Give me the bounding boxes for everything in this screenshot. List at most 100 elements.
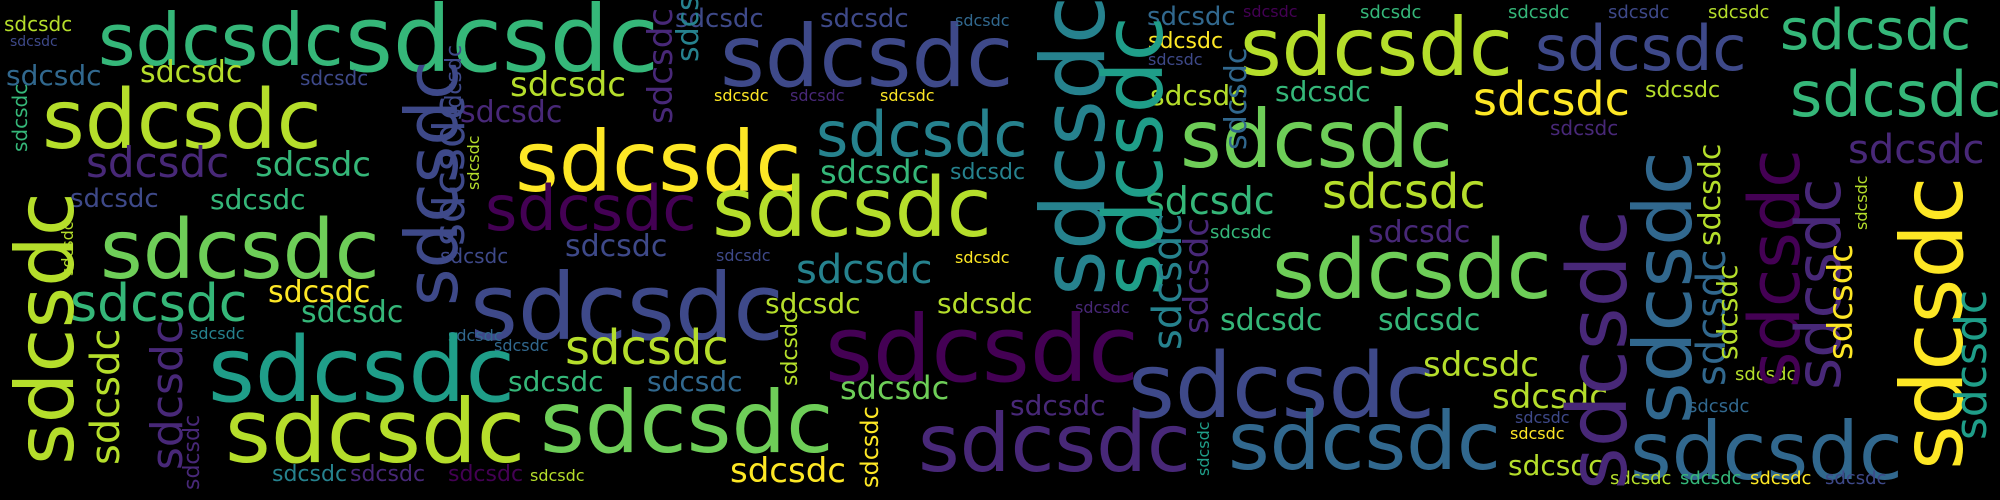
cloud-word: sdcsdc [1148, 29, 1224, 54]
cloud-word: sdcsdc [540, 373, 834, 473]
cloud-word: sdcsdc [937, 287, 1033, 320]
cloud-word: sdcsdc [1508, 449, 1604, 482]
cloud-word: sdcsdc [1508, 2, 1570, 23]
cloud-word: sdcsdc [1821, 244, 1861, 360]
cloud-word: sdcsdc [1145, 179, 1275, 223]
cloud-word: sdcsdc [100, 203, 380, 298]
cloud-word: sdcsdc [825, 296, 1139, 403]
cloud-word: sdcsdc [4, 12, 73, 36]
cloud-word: sdcsdc [1228, 395, 1501, 488]
cloud-word: sdcsdc [272, 462, 348, 487]
cloud-word: sdcsdc [470, 254, 784, 361]
cloud-word: sdcsdc [1177, 218, 1217, 334]
cloud-word: sdcsdc [856, 406, 884, 488]
cloud-word: sdcsdc [180, 414, 205, 490]
cloud-word: sdcsdc [1219, 47, 1254, 150]
cloud-word: sdcsdc [820, 153, 930, 191]
cloud-word: sdcsdc [714, 86, 769, 105]
cloud-word: sdcsdc [300, 66, 369, 90]
cloud-word: sdcsdc [1680, 468, 1742, 489]
cloud-word: sdcsdc [716, 246, 771, 265]
cloud-word: sdcsdc [1075, 298, 1130, 317]
cloud-word: sdcsdc [350, 462, 426, 487]
cloud-word: sdcsdc [820, 4, 909, 34]
cloud-word: sdcsdc [778, 310, 803, 386]
cloud-word: sdcsdc [1147, 2, 1236, 32]
cloud-word: sdcsdc [6, 59, 102, 92]
cloud-word: sdcsdc [1128, 334, 1436, 439]
cloud-word: sdcsdc [1322, 164, 1486, 220]
cloud-word: sdcsdc [1550, 116, 1619, 140]
cloud-word: sdcsdc [816, 98, 1028, 171]
cloud-word: sdcsdc [647, 365, 743, 398]
cloud-word: sdcsdc [765, 287, 861, 320]
cloud-word: sdcsdc [1272, 223, 1552, 318]
cloud-word: sdcsdc [1825, 468, 1887, 489]
cloud-word: sdcsdc [1243, 2, 1298, 21]
cloud-word: sdcsdc [1150, 79, 1246, 112]
cloud-word: sdcsdc [70, 274, 248, 334]
cloud-word: sdcsdc [86, 138, 230, 187]
cloud-word: sdcsdc [950, 160, 1026, 185]
cloud-word: sdcsdc [1360, 2, 1422, 23]
cloud-word: sdcsdc [1275, 75, 1371, 108]
cloud-word: sdcsdc [442, 44, 467, 120]
cloud-word: sdcsdc [210, 183, 306, 216]
cloud-word: sdcsdc [225, 380, 526, 483]
cloud-word: sdcsdc [494, 336, 549, 355]
cloud-word: sdcsdc [720, 7, 1014, 107]
cloud-word: sdcsdc [565, 229, 668, 264]
cloud-word: sdcsdc [460, 95, 563, 130]
cloud-word: sdcsdc [440, 244, 509, 268]
cloud-word: sdcsdc [1220, 303, 1323, 338]
cloud-word: sdcsdc [530, 466, 585, 485]
cloud-word: sdcsdc [485, 172, 697, 245]
cloud-word: sdcsdc [510, 65, 626, 105]
cloud-word: sdcsdc [1368, 215, 1471, 250]
cloud-word: sdcsdc [1210, 222, 1272, 243]
cloud-word: sdcsdc [565, 320, 729, 376]
cloud-word: sdcsdc [1750, 468, 1812, 489]
cloud-word: sdcsdc [58, 221, 77, 276]
cloud-word: sdcsdc [1473, 72, 1630, 126]
cloud-word: sdcsdc [515, 113, 802, 211]
cloud-word: sdcsdc [1645, 78, 1721, 103]
cloud-word: sdcsdc [98, 0, 344, 82]
cloud-word: sdcsdc [1492, 377, 1608, 417]
cloud-word: sdcsdc [1790, 58, 2000, 131]
cloud-word: sdcsdc [1515, 408, 1570, 427]
cloud-word: sdcsdc [1148, 50, 1203, 69]
cloud-word: sdcsdc [1010, 389, 1106, 422]
cloud-word: sdcsdc [790, 86, 845, 105]
cloud-word: sdcsdc [840, 369, 950, 407]
cloud-word: sdcsdc [1535, 12, 1747, 85]
cloud-word: sdcsdc [70, 184, 159, 214]
cloud-word: sdcsdc [730, 451, 846, 491]
cloud-word: sdcsdc [1630, 405, 1903, 498]
cloud-word: sdcsdc [955, 11, 1010, 30]
cloud-word: sdcsdc [1423, 345, 1539, 385]
cloud-word: sdcsdc [508, 365, 604, 398]
cloud-word: sdcsdc [675, 4, 764, 34]
cloud-word: sdcsdc [796, 247, 933, 293]
cloud-word: sdcsdc [1946, 289, 1997, 440]
cloud-word: sdcsdc [1848, 127, 1985, 173]
cloud-word: sdcsdc [1735, 364, 1797, 385]
cloud-word: sdcsdc [712, 161, 992, 256]
cloud-word: sdcsdc [345, 0, 659, 93]
cloud-word: sdcsdc [1194, 421, 1213, 476]
cloud-word: sdcsdc [1780, 0, 1972, 63]
cloud-word: sdcsdc [1852, 175, 1871, 230]
cloud-word: sdcsdc [671, 0, 706, 62]
cloud-word: sdcsdc [208, 318, 516, 423]
cloud-word: sdcsdc [1180, 93, 1453, 186]
cloud-word: sdcsdc [1608, 2, 1670, 23]
cloud-word: sdcsdc [8, 83, 32, 152]
cloud-word: sdcsdc [955, 248, 1010, 267]
cloud-word: sdcsdc [10, 34, 58, 50]
cloud-word: sdcsdc [301, 295, 404, 330]
cloud-word: sdcsdc [1688, 396, 1750, 417]
cloud-word: sdcsdc [1510, 424, 1565, 443]
cloud-word: sdcsdc [880, 86, 935, 105]
